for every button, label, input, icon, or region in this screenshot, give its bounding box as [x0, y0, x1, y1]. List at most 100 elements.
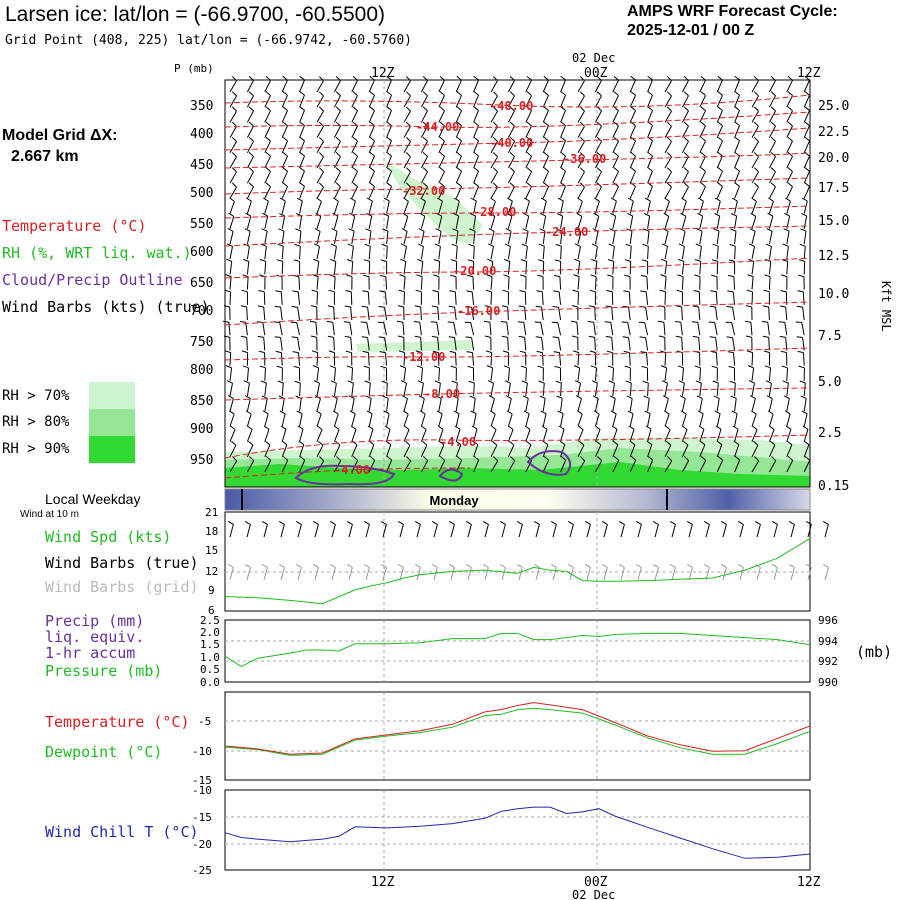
wind-barb: [327, 335, 335, 351]
wind-barb: [490, 167, 498, 184]
wind-barb: [621, 321, 631, 336]
wind-barb: [281, 182, 288, 199]
wind-barb: [660, 365, 668, 381]
chill-tick-m10: -10: [192, 784, 212, 797]
wind-barb: [507, 152, 515, 169]
wind-barb: [385, 440, 392, 457]
h-tick-20: 20.0: [818, 151, 849, 166]
wind-barb: [316, 76, 324, 93]
h-tick-12-5: 12.5: [818, 249, 849, 264]
wind-barb: [386, 455, 393, 473]
wind-barb-true: [482, 520, 489, 538]
wind-barb: [699, 76, 706, 93]
wind-barb: [418, 395, 425, 412]
wind-barb: [588, 305, 596, 321]
wind-barb: [501, 335, 509, 351]
pressure-line: [224, 632, 811, 668]
wind-barb: [520, 259, 528, 275]
wind-barb: [229, 152, 237, 169]
temp-tick-m10: -10: [192, 745, 212, 758]
wind-barb: [716, 440, 723, 457]
wind-barb: [730, 228, 737, 245]
wind-barb: [316, 410, 322, 427]
pressure-units-label: (mb): [856, 643, 893, 661]
wind-barb: [331, 228, 338, 245]
wind-barb: [783, 395, 790, 412]
wind-barb: [281, 91, 288, 108]
wind-barb: [382, 228, 389, 245]
wind-barb: [560, 182, 566, 199]
wind-barb: [782, 380, 789, 397]
wind-barb-grid: [788, 563, 795, 581]
wind-barb: [678, 243, 685, 260]
wind-barb: [403, 410, 409, 427]
wind-barb: [417, 380, 424, 397]
wind-barb: [712, 243, 719, 260]
wind-barb: [413, 321, 422, 336]
wind-barb-true: [601, 520, 608, 538]
wind-barb: [647, 106, 653, 123]
wind-barb: [695, 380, 702, 397]
wind-barb: [713, 395, 720, 412]
temperature-contour-label: -32.00: [402, 184, 445, 198]
wind-barb: [316, 106, 324, 123]
wind-barb-grid: [499, 563, 506, 581]
wind-barb: [535, 336, 544, 351]
wind-barb: [538, 243, 545, 260]
wind-barb: [768, 136, 776, 154]
wind-barb: [455, 440, 462, 457]
wind-barb: [227, 228, 234, 245]
wind-barb: [622, 305, 631, 321]
wind-barb: [420, 91, 428, 108]
wind-barb: [224, 350, 232, 366]
wind-barb: [396, 320, 405, 336]
legend-rh70-label: RH > 70%: [2, 388, 70, 404]
wind-barb: [681, 91, 689, 108]
model-grid-value: 2.667 km: [11, 148, 79, 165]
wind-barb: [647, 455, 654, 473]
wind-barb: [692, 305, 701, 321]
wind-tick-12: 12: [205, 565, 218, 578]
wind-barb: [455, 182, 462, 199]
wind-barb: [681, 106, 689, 123]
wind-barb: [226, 243, 233, 260]
wind-barb: [349, 410, 356, 427]
wind-barb: [368, 167, 375, 184]
wind-barb: [351, 152, 358, 169]
wind-barb: [315, 212, 322, 229]
wind-barb: [727, 274, 736, 290]
wind-barb: [729, 380, 736, 397]
wind-barb: [629, 167, 636, 184]
wind-barb: [490, 76, 498, 93]
wind-barb: [661, 380, 668, 397]
wind-barb: [386, 91, 392, 108]
time-height-panel: -48.00 -44.00 -40.00 -36.00 -32.00 -28.00 -24.…: [174, 51, 893, 494]
wind-barb-true: [363, 520, 370, 538]
wind-barb: [490, 197, 496, 214]
wind-barb: [299, 121, 305, 138]
wind-barb-grid: [431, 563, 438, 581]
contour-m20: [224, 257, 811, 279]
wind-barb: [734, 455, 741, 473]
wind-barb: [401, 395, 408, 412]
top-tick-00z: 00Z: [584, 66, 608, 81]
wind-barb: [612, 456, 620, 473]
wind-barb: [607, 259, 615, 275]
wind-barb: [227, 395, 234, 412]
wind-barb: [438, 91, 445, 108]
wind-barb: [469, 395, 476, 412]
wind-barb: [333, 136, 341, 154]
temperature-contour-label: -12.00: [402, 350, 445, 364]
wind-barb: [803, 91, 810, 108]
wind-barb: [299, 75, 305, 93]
temperature-line: [224, 702, 811, 755]
wind-barb: [260, 380, 267, 397]
wind-barb: [448, 336, 457, 351]
wind-barb: [291, 336, 301, 351]
wind-barb: [751, 167, 759, 184]
wind-barb: [577, 121, 585, 138]
pressure-tick-992: 992: [818, 655, 838, 668]
wind-barb: [729, 243, 736, 260]
wind-barb: [490, 182, 498, 199]
temperature-axis: -5 -10 -15: [192, 715, 212, 787]
